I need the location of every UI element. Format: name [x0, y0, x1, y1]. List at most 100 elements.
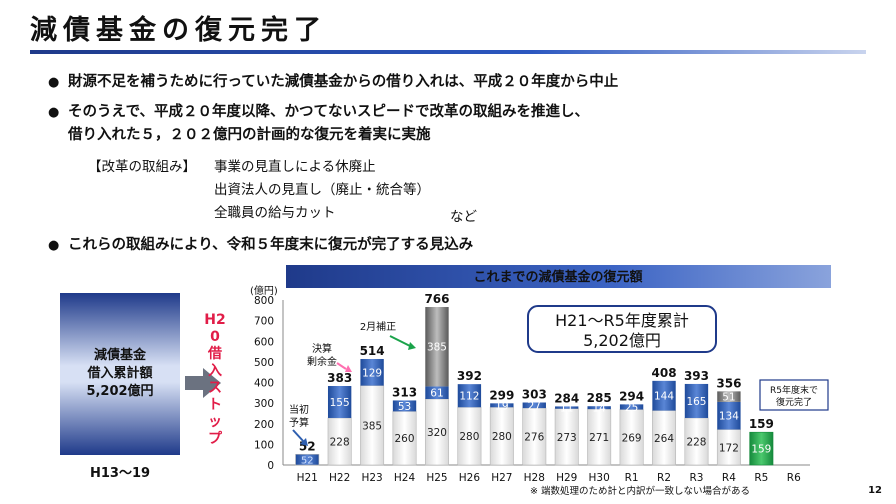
reform-item: 事業の見直しによる休廃止 — [214, 159, 376, 175]
bar-total-label: 303 — [522, 388, 547, 402]
reform-item: 出資法人の見直し（廃止・統合等） — [214, 182, 430, 198]
chart-title-bar-gloss — [286, 265, 831, 288]
arrow-right-icon — [203, 368, 221, 398]
bar-value-label: 53 — [398, 401, 411, 413]
bar-total-label: 356 — [716, 377, 741, 391]
x-tick-label: H25 — [426, 472, 447, 484]
bar-total-label: 383 — [327, 371, 352, 385]
bar-value-label: 280 — [459, 431, 479, 443]
bar-value-label: 129 — [362, 367, 382, 379]
bar-surplus — [619, 404, 644, 410]
bar-value-label: 269 — [622, 432, 642, 444]
bar-value-label: 165 — [686, 396, 706, 408]
y-tick-label: 800 — [254, 295, 274, 307]
bar-value-label: 51 — [722, 392, 735, 404]
annotation-initial-budget: 当初 — [289, 403, 309, 416]
reform-etc: など — [450, 209, 477, 225]
bullet-1-text: 財源不足を補うために行っていた減債基金からの借り入れは、平成２０年度から中止 — [68, 74, 619, 90]
bar-surplus — [392, 400, 417, 412]
bar-surplus — [684, 383, 709, 418]
bar-total-label: 766 — [424, 292, 449, 306]
bar-value-label: 228 — [686, 436, 706, 448]
y-tick-label: 0 — [267, 460, 274, 472]
bar-surplus — [555, 406, 579, 409]
bar-value-label: 27 — [528, 400, 541, 412]
y-tick-label: 100 — [254, 439, 274, 451]
y-tick-label: 400 — [254, 378, 274, 390]
bar-total-label: 52 — [299, 439, 316, 453]
x-tick-label: H27 — [491, 472, 512, 484]
bar-value-label: 159 — [751, 444, 771, 456]
annotation-arrow-icon — [300, 438, 308, 446]
bar-surplus — [360, 358, 384, 386]
cumulative-total-value: 5,202億円 — [583, 331, 661, 350]
borrowed-box-line: 5,202億円 — [86, 384, 154, 399]
bar-total-label: 514 — [360, 344, 385, 358]
bar-value-label: 14 — [592, 403, 606, 415]
bar-total-label: 393 — [684, 369, 709, 383]
bar-value-label: 264 — [654, 433, 674, 445]
borrowed-box-line: 減債基金 — [93, 348, 146, 363]
arrow-right-icon — [185, 376, 203, 390]
bar-value-label: 112 — [459, 391, 479, 403]
bar-surplus — [490, 403, 514, 408]
bar-value-label: 52 — [301, 456, 314, 467]
x-tick-label: R2 — [657, 472, 671, 484]
bar-value-label: 61 — [430, 388, 443, 400]
x-tick-label: R6 — [787, 472, 801, 484]
bullet-1: ● 財源不足を補うために行っていた減債基金からの借り入れは、平成２０年度から中止 — [48, 70, 618, 91]
title-underline — [30, 50, 866, 54]
annotation-surplus: 剰余金 — [307, 355, 337, 368]
x-tick-label: R1 — [625, 472, 639, 484]
page-title: 減債基金の復元完了 — [30, 15, 327, 46]
x-tick-label: H29 — [556, 472, 577, 484]
bar-value-label: 276 — [524, 432, 544, 444]
borrowed-total-box: 減債基金 借入累計額 5,202億円 — [60, 293, 180, 455]
borrowing-stop-label: H20借入ストップ — [204, 312, 226, 447]
reform-item: 全職員の給与カット — [214, 205, 336, 221]
completion-label: R5年度末で — [770, 384, 818, 396]
page-number: 12 — [868, 485, 882, 496]
bar-value-label: 273 — [557, 432, 577, 444]
bar-surplus — [327, 386, 352, 418]
bar-initial-budget — [749, 431, 774, 466]
x-tick-label: R4 — [722, 472, 736, 484]
bar-feb-supplement — [717, 391, 741, 402]
bullet-2-text-line-2: 借り入れた５，２０２億円の計画的な復元を着実に実施 — [68, 127, 431, 143]
annotation-arrow-icon — [336, 362, 347, 370]
y-tick-label: 700 — [254, 316, 274, 328]
y-tick-label: 300 — [254, 398, 274, 410]
bar-value-label: 172 — [719, 442, 739, 454]
borrowed-period: H13～19 — [89, 466, 151, 481]
cumulative-total-box — [527, 305, 717, 353]
y-tick-label: 200 — [254, 419, 274, 431]
bar-total-label: 408 — [652, 366, 677, 380]
annotation-arrow-icon — [345, 365, 352, 372]
x-tick-label: R5 — [754, 472, 768, 484]
bar-value-label: 144 — [654, 391, 674, 403]
bar-value-label: 228 — [330, 436, 350, 448]
bar-value-label: 11 — [560, 403, 573, 415]
x-tick-label: H22 — [329, 472, 350, 484]
x-tick-label: H24 — [394, 472, 416, 484]
bar-value-label: 280 — [492, 431, 512, 443]
bar-value-label: 271 — [589, 432, 609, 444]
cumulative-total-label: H21～R5年度累計 — [555, 311, 689, 330]
annotation-arrow-icon — [389, 335, 411, 347]
bar-surplus — [587, 406, 611, 410]
annotation-surplus: 決算 — [312, 342, 332, 355]
bar-feb-supplement — [425, 307, 449, 387]
completion-box — [759, 379, 829, 411]
bar-value-label: 134 — [719, 411, 739, 423]
reform-heading: 【改革の取組み】 — [88, 159, 196, 175]
completion-label: 復元完了 — [776, 396, 812, 408]
bar-surplus — [457, 384, 482, 408]
bar-initial-budget — [295, 453, 320, 466]
bar-total-label: 294 — [619, 389, 644, 403]
bullet-2-line-2: 借り入れた５，２０２億円の計画的な復元を着実に実施 — [68, 123, 431, 144]
bar-value-label: 25 — [625, 402, 638, 414]
bullet-2: ● そのうえで、平成２０年度以降、かつてないスピードで改革の取組みを推進し、 — [48, 100, 589, 121]
x-tick-label: H26 — [459, 472, 481, 484]
bar-total-label: 284 — [554, 391, 579, 405]
